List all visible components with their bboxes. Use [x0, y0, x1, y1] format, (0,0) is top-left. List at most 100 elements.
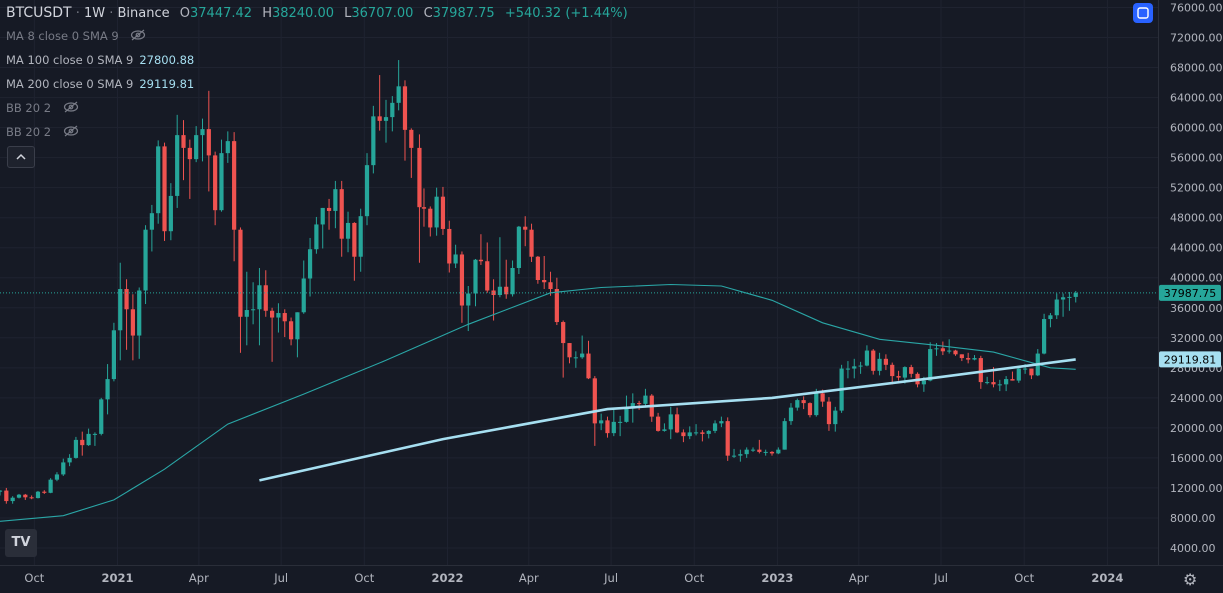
candle — [352, 222, 357, 281]
candle — [1029, 368, 1034, 380]
candle — [1054, 293, 1059, 320]
candle-body — [409, 129, 414, 148]
candle-body — [580, 353, 585, 358]
candle — [440, 186, 446, 235]
candle-body — [750, 449, 756, 451]
gear-icon[interactable]: ⚙ — [1183, 570, 1198, 589]
candle — [554, 277, 559, 326]
candle-body — [434, 196, 439, 228]
candle-body — [972, 358, 977, 360]
candle-body — [447, 228, 452, 264]
candle-body — [333, 189, 338, 211]
collapse-indicators-button[interactable] — [7, 146, 35, 168]
candle-body — [80, 439, 85, 446]
candle — [99, 397, 104, 436]
candle-body — [478, 259, 484, 262]
candle — [206, 90, 211, 192]
candle — [219, 139, 224, 212]
y-tick-label: 64000.00 — [1170, 92, 1223, 105]
candle — [111, 322, 117, 382]
candle — [1035, 349, 1040, 377]
x-tick-label: Apr — [849, 571, 869, 585]
candle — [409, 128, 414, 178]
y-tick-label: 56000.00 — [1170, 152, 1223, 165]
candle-body — [200, 129, 205, 136]
candles — [0, 60, 1078, 504]
symbol-name[interactable]: BTCUSDT — [6, 5, 72, 21]
candle — [826, 397, 832, 431]
candle — [693, 424, 699, 436]
y-tick-label: 36000.00 — [1170, 302, 1223, 315]
candle-body — [428, 208, 433, 228]
candle-body — [459, 254, 465, 306]
candle — [80, 431, 85, 456]
candle — [655, 412, 661, 432]
candle-body — [282, 313, 287, 322]
exchange: Binance — [117, 6, 170, 21]
candle-body — [156, 146, 161, 214]
eye-off-icon[interactable] — [130, 29, 146, 44]
square-button-icon[interactable] — [1133, 3, 1153, 23]
indicator-ma200[interactable]: MA 200 close 0 SMA 9 29119.81 — [6, 77, 194, 91]
candle-body — [947, 350, 952, 352]
candle-body — [712, 423, 718, 431]
candle-body — [807, 403, 813, 416]
x-tick-label: 2024 — [1091, 571, 1123, 585]
candle-body — [1048, 315, 1053, 320]
indicator-ma8[interactable]: MA 8 close 0 SMA 9 — [6, 29, 146, 44]
eye-off-icon[interactable] — [63, 101, 79, 116]
candle-body — [137, 290, 142, 336]
candle — [143, 225, 148, 305]
candle-body — [288, 321, 294, 340]
candle-body — [143, 229, 148, 291]
y-tick-label: 68000.00 — [1170, 62, 1223, 75]
y-tick-label: 76000.00 — [1170, 2, 1223, 15]
candle-body — [662, 429, 667, 431]
candle-body — [345, 222, 351, 239]
y-tick-label: 16000.00 — [1170, 452, 1223, 465]
candle — [1048, 313, 1053, 328]
candle — [10, 496, 15, 504]
candle — [807, 402, 813, 418]
candle-body — [788, 407, 794, 422]
candle — [478, 234, 484, 265]
candle — [928, 342, 933, 382]
candle — [238, 227, 243, 353]
candle — [1067, 292, 1072, 311]
indicator-ma100[interactable]: MA 100 close 0 SMA 9 27800.88 — [6, 53, 194, 67]
indicator-bb-1[interactable]: BB 20 2 — [6, 101, 79, 116]
candle — [396, 60, 401, 111]
candle — [282, 309, 287, 338]
candle — [1060, 293, 1066, 317]
high-label: H — [262, 6, 272, 21]
candle — [307, 237, 313, 297]
indicator-bb-2[interactable]: BB 20 2 — [6, 125, 79, 140]
candle-body — [326, 207, 332, 211]
ma200-tag — [1159, 351, 1221, 368]
candle-body — [655, 416, 661, 431]
candle — [580, 335, 585, 359]
tradingview-logo[interactable]: TV — [5, 529, 37, 557]
candle — [972, 355, 977, 361]
candle-body — [548, 282, 553, 290]
chevron-up-icon — [16, 153, 26, 160]
eye-off-icon[interactable] — [63, 125, 79, 140]
candle — [637, 400, 642, 410]
candle — [643, 388, 648, 408]
candle-body — [130, 309, 135, 336]
x-tick-label: Apr — [519, 571, 539, 585]
candle — [371, 105, 376, 174]
moving-averages — [0, 283, 1076, 522]
candle-body — [529, 229, 534, 257]
candle-body — [567, 343, 572, 358]
candle-body — [390, 102, 395, 118]
candle — [345, 211, 351, 253]
candle-body — [54, 474, 60, 480]
candle — [782, 418, 787, 450]
candle-body — [769, 451, 775, 454]
candle-body — [776, 449, 781, 454]
candle — [731, 448, 737, 458]
interval[interactable]: 1W — [83, 6, 106, 21]
